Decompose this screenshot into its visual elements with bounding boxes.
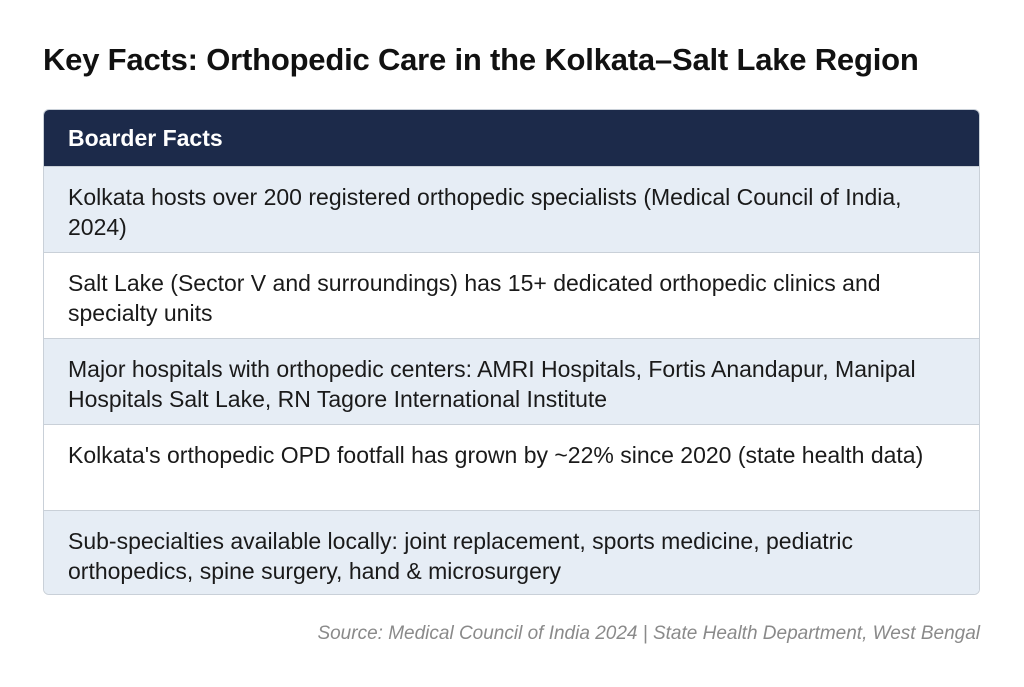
fact-row: Salt Lake (Sector V and surroundings) ha… xyxy=(44,252,979,338)
fact-row: Kolkata hosts over 200 registered orthop… xyxy=(44,166,979,252)
fact-row: Major hospitals with orthopedic centers:… xyxy=(44,338,979,424)
table-header: Boarder Facts xyxy=(44,110,979,166)
fact-row: Kolkata's orthopedic OPD footfall has gr… xyxy=(44,424,979,510)
page-title: Key Facts: Orthopedic Care in the Kolkat… xyxy=(43,42,919,77)
facts-table: Boarder Facts Kolkata hosts over 200 reg… xyxy=(43,109,980,595)
source-note: Source: Medical Council of India 2024 | … xyxy=(317,623,980,644)
fact-row: Sub-specialties available locally: joint… xyxy=(44,510,979,594)
